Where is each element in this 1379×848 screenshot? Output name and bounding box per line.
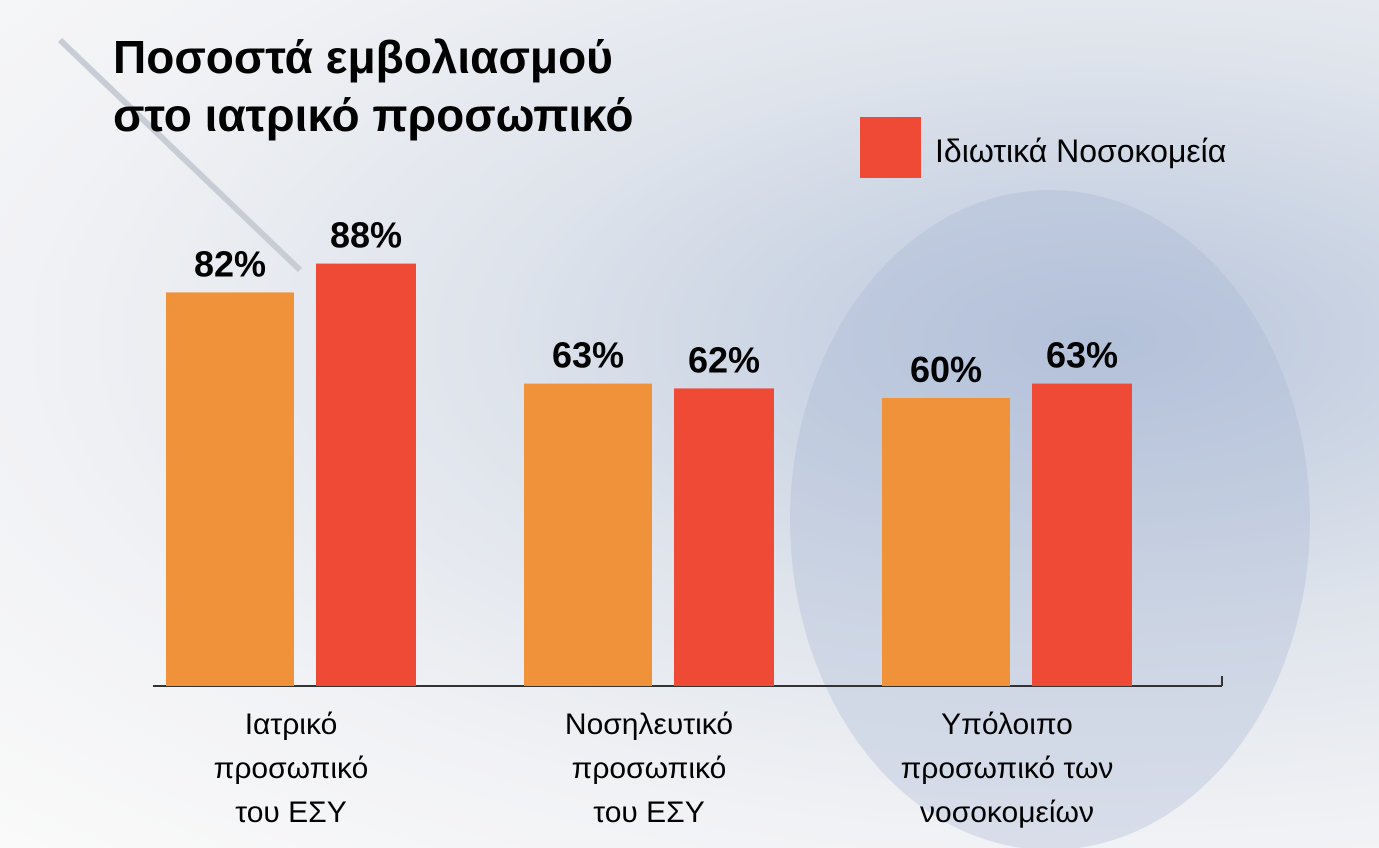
x-tick-label: Νοσηλευτικό προσωπικό του ΕΣΥ: [564, 708, 734, 829]
x-tick-label: Υπόλοιπο προσωπικό των νοσοκομείων: [900, 708, 1114, 829]
background-needle: [57, 37, 303, 273]
bar: [316, 263, 416, 686]
value-label: 88%: [330, 215, 402, 256]
legend-swatch: [860, 117, 921, 178]
value-label: 63%: [552, 335, 624, 376]
value-label: 63%: [1046, 335, 1118, 376]
bar: [524, 383, 652, 686]
bar: [166, 292, 294, 686]
bar: [882, 398, 1010, 686]
bar: [1032, 383, 1132, 686]
bar: [674, 388, 774, 686]
value-label: 82%: [194, 243, 266, 284]
legend-label: Ιδιωτικά Νοσοκομεία: [935, 133, 1227, 169]
chart-title: Ποσοστά εμβολιασμού στο ιατρικό προσωπικ…: [113, 31, 634, 141]
x-tick-label: Ιατρικό προσωπικό του ΕΣΥ: [213, 708, 369, 829]
value-label: 62%: [688, 339, 760, 380]
value-label: 60%: [910, 349, 982, 390]
